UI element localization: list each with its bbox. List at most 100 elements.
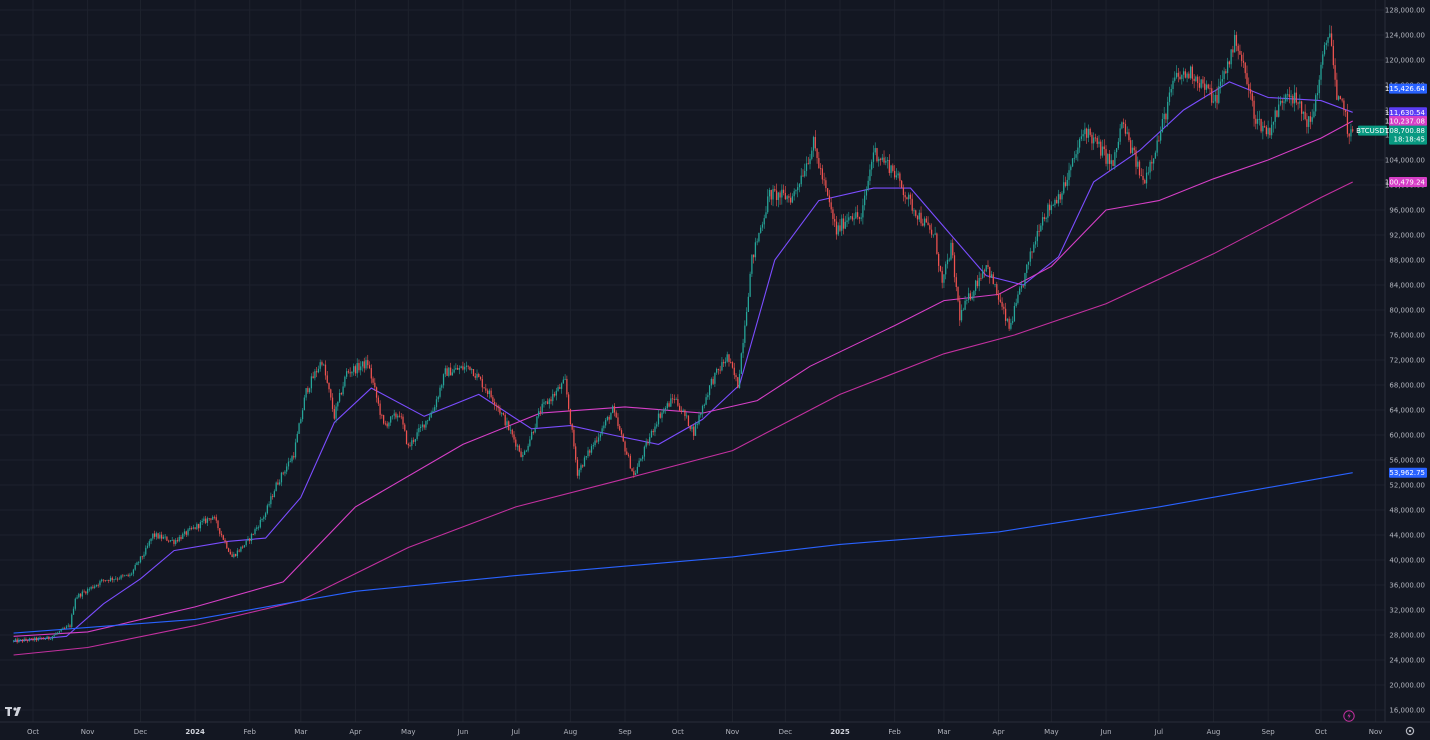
candle-body bbox=[146, 545, 149, 548]
candle-body bbox=[360, 366, 362, 371]
candle-body bbox=[1078, 138, 1081, 148]
candle-body bbox=[1050, 205, 1053, 211]
candle bbox=[1237, 43, 1239, 60]
candle bbox=[231, 551, 233, 558]
candle bbox=[1049, 199, 1051, 217]
candle bbox=[745, 307, 748, 327]
candle-body bbox=[811, 150, 813, 159]
candle-body bbox=[143, 554, 145, 557]
candle-body bbox=[622, 434, 624, 442]
candle-body bbox=[791, 196, 794, 203]
candle-body bbox=[173, 539, 175, 544]
candle-body bbox=[1242, 60, 1245, 63]
candle-body bbox=[168, 540, 170, 542]
y-tick-label: 84,000.00 bbox=[1389, 282, 1425, 290]
candle bbox=[458, 365, 461, 375]
candle-body bbox=[1089, 128, 1091, 135]
candle-body bbox=[1315, 95, 1317, 112]
candle bbox=[742, 338, 744, 358]
candle-body bbox=[686, 415, 688, 417]
candle-body bbox=[16, 639, 18, 643]
candle bbox=[1276, 110, 1278, 118]
candle-body bbox=[508, 421, 510, 430]
settings-icon[interactable] bbox=[1405, 726, 1415, 736]
candle-body bbox=[437, 396, 439, 400]
candle bbox=[1123, 118, 1125, 129]
candle bbox=[234, 553, 237, 557]
candle bbox=[1325, 40, 1327, 50]
candle-body bbox=[1281, 100, 1283, 103]
candle-body bbox=[649, 437, 651, 444]
candle bbox=[818, 151, 820, 169]
candle bbox=[1114, 149, 1116, 170]
candle-body bbox=[918, 212, 920, 220]
candle bbox=[1073, 151, 1075, 163]
candle bbox=[819, 163, 822, 176]
candle-body bbox=[761, 224, 764, 228]
candle-body bbox=[23, 638, 25, 642]
x-tick-label: Sep bbox=[1262, 728, 1276, 736]
tradingview-logo-icon[interactable] bbox=[5, 707, 21, 716]
candle bbox=[238, 549, 240, 553]
candle bbox=[726, 351, 728, 363]
candle-body bbox=[1130, 140, 1132, 153]
candle bbox=[1071, 158, 1074, 168]
candle-body bbox=[67, 625, 69, 627]
candle bbox=[973, 290, 975, 302]
candle bbox=[1204, 76, 1206, 99]
x-axis[interactable]: Oct Nov Dec 2024 Feb Mar Apr May Jun Jul Aug Sep Oct… bbox=[0, 721, 1430, 736]
candle bbox=[205, 515, 207, 525]
candle bbox=[1313, 103, 1315, 119]
candle-body bbox=[72, 608, 75, 615]
candle-body bbox=[797, 187, 799, 191]
candle-body bbox=[88, 588, 91, 590]
candle bbox=[786, 195, 788, 203]
candle-body bbox=[293, 456, 295, 458]
candle bbox=[127, 573, 129, 577]
lightning-icon[interactable] bbox=[1343, 710, 1355, 722]
candle-body bbox=[1124, 123, 1127, 134]
candle-body bbox=[175, 540, 177, 544]
candle-body bbox=[1133, 147, 1135, 151]
x-tick-label: May bbox=[1044, 728, 1058, 736]
candle-body bbox=[576, 459, 579, 476]
candle bbox=[881, 153, 883, 162]
candle bbox=[247, 536, 249, 542]
ui-layer bbox=[5, 707, 1415, 736]
candle-body bbox=[943, 274, 945, 283]
candle bbox=[95, 584, 98, 588]
candle bbox=[1066, 172, 1068, 191]
candle-body bbox=[1056, 199, 1058, 204]
candle-body bbox=[1041, 217, 1044, 226]
candle bbox=[402, 414, 404, 430]
candle bbox=[164, 533, 166, 540]
candle-body bbox=[1297, 102, 1299, 104]
candle-body bbox=[370, 368, 372, 379]
candle-body bbox=[659, 413, 661, 418]
candle bbox=[153, 530, 156, 540]
candle bbox=[1304, 104, 1306, 121]
candle-body bbox=[1237, 45, 1239, 51]
candle bbox=[173, 539, 175, 547]
candle bbox=[832, 206, 834, 226]
candle-body bbox=[1026, 264, 1028, 274]
candle bbox=[856, 205, 859, 220]
candle-body bbox=[57, 632, 59, 634]
candle bbox=[714, 372, 716, 388]
candle-body bbox=[250, 533, 253, 542]
candle-body bbox=[1336, 79, 1338, 100]
candle bbox=[585, 456, 587, 460]
candle bbox=[35, 636, 38, 643]
candle bbox=[252, 533, 254, 536]
candle-body bbox=[1145, 172, 1148, 184]
candle-body bbox=[55, 633, 57, 636]
candle-body bbox=[617, 417, 619, 427]
candle bbox=[560, 382, 563, 394]
candle bbox=[830, 197, 832, 213]
candle-body bbox=[226, 541, 228, 549]
candle bbox=[1195, 75, 1197, 83]
ma-line-4 bbox=[13, 472, 1353, 634]
candle bbox=[592, 442, 594, 450]
candle bbox=[259, 516, 261, 529]
